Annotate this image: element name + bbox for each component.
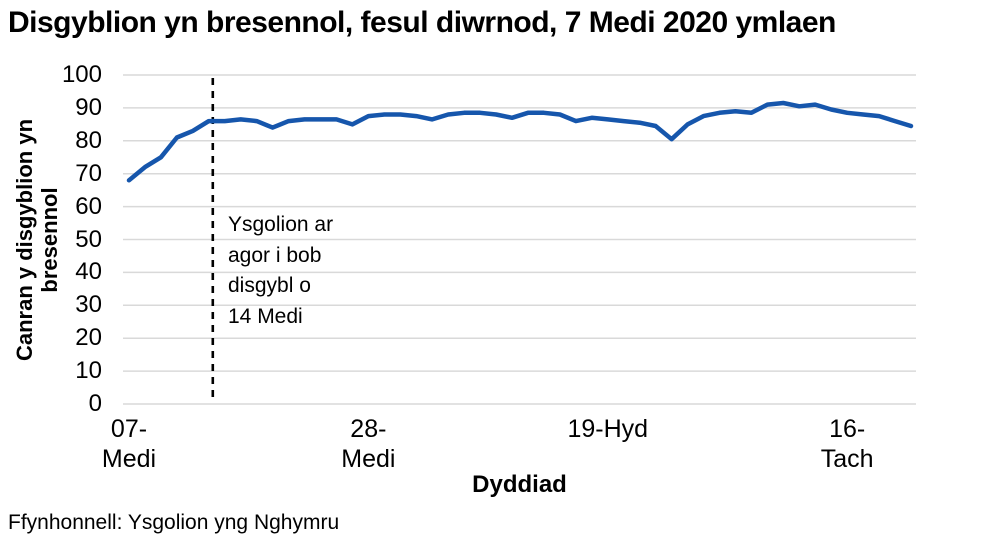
y-tick-label: 90 — [75, 93, 102, 121]
chart-canvas — [123, 74, 916, 405]
y-tick-label: 20 — [75, 324, 102, 352]
attendance-data-line — [126, 100, 914, 183]
x-tick-label: 28- Medi — [341, 415, 396, 473]
x-axis-title: Dyddiad — [472, 471, 567, 498]
y-tick-label: 10 — [75, 357, 102, 385]
y-tick-label: 100 — [61, 61, 102, 88]
chart-title: Disgyblion yn bresennol, fesul diwrnod, … — [8, 6, 836, 39]
x-tick-label: 19-Hyd — [567, 415, 649, 443]
y-tick-label: 40 — [75, 258, 102, 286]
source-note: Ffynhonnell: Ysgolion yng Nghymru — [8, 511, 340, 534]
x-tick-label: 16- Tach — [820, 415, 874, 473]
y-tick-label: 30 — [75, 291, 102, 319]
y-tick-label: 60 — [75, 192, 102, 220]
x-tick-label: 07- Medi — [101, 415, 157, 473]
y-tick-label: 70 — [75, 159, 102, 187]
y-tick-label: 0 — [88, 390, 102, 417]
y-tick-label: 50 — [75, 225, 102, 253]
annotation-text: Ysgolion ar agor i bob disgybl o 14 Medi — [228, 213, 334, 328]
y-tick-label: 80 — [75, 126, 102, 154]
